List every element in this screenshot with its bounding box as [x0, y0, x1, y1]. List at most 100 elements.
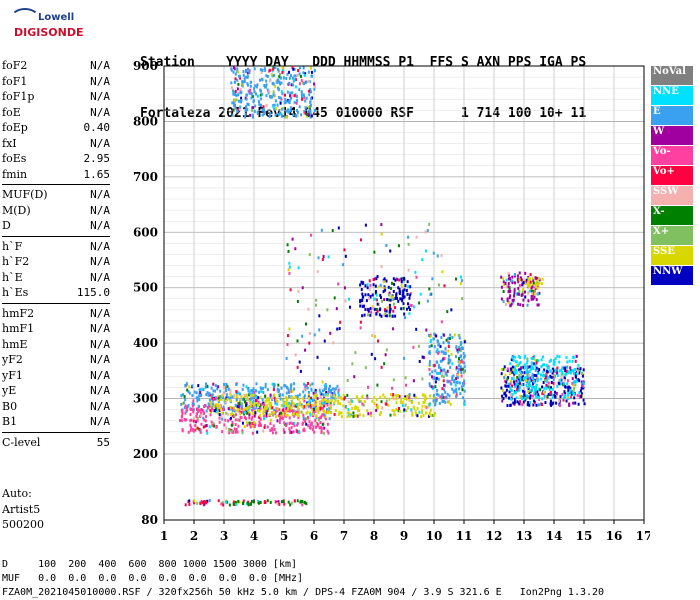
echo-point: [572, 381, 575, 385]
autoscaling-info: Auto: Artist5 500200: [2, 486, 44, 533]
echo-point: [358, 413, 361, 417]
echo-point: [216, 387, 219, 391]
echo-point: [411, 400, 414, 404]
echo-point: [237, 93, 240, 97]
echo-point: [234, 77, 237, 81]
echo-point: [341, 397, 344, 401]
echo-point: [238, 408, 241, 412]
echo-point: [293, 78, 296, 82]
echo-point: [281, 92, 284, 96]
echo-point: [513, 272, 516, 276]
echo-point: [263, 402, 266, 406]
param-row: yE N/A: [2, 383, 110, 399]
echo-point: [462, 396, 465, 400]
echo-point: [272, 105, 275, 109]
echo-point: [236, 407, 239, 411]
echo-point: [342, 393, 345, 397]
echo-point: [522, 365, 525, 369]
echo-point: [279, 101, 282, 105]
echo-point: [307, 393, 310, 397]
echo-point: [447, 336, 450, 340]
echo-point: [440, 396, 443, 400]
legend-item: X-: [651, 206, 693, 225]
echo-point: [199, 391, 202, 395]
echo-point: [274, 415, 277, 419]
echo-point: [184, 411, 187, 415]
echo-point: [327, 388, 330, 392]
echo-point: [376, 302, 379, 306]
echo-point: [224, 500, 227, 504]
echo-point: [235, 428, 238, 432]
echo-point: [458, 345, 461, 349]
echo-point: [534, 394, 537, 398]
echo-point: [187, 390, 190, 394]
echo-point: [376, 383, 379, 387]
echo-point: [318, 426, 321, 430]
echo-point: [507, 277, 510, 281]
echo-point: [367, 412, 370, 416]
echo-point: [270, 401, 273, 405]
echo-point: [292, 83, 295, 87]
echo-point: [433, 413, 436, 417]
echo-point: [288, 271, 291, 275]
echo-point: [386, 297, 389, 301]
echo-point: [179, 419, 182, 423]
echo-point: [375, 298, 378, 302]
echo-point: [275, 398, 278, 402]
echo-point: [248, 69, 251, 73]
echo-point: [285, 115, 288, 119]
echo-point: [526, 357, 529, 361]
echo-point: [250, 422, 253, 426]
echo-point: [275, 409, 278, 413]
echo-point: [532, 381, 535, 385]
echo-point: [280, 112, 283, 116]
echo-point: [556, 384, 559, 388]
echo-point: [330, 399, 333, 403]
echo-point: [391, 395, 394, 399]
echo-point: [517, 302, 520, 306]
echo-point: [244, 409, 247, 413]
echo-point: [395, 397, 398, 401]
echo-point: [506, 367, 509, 371]
echo-point: [428, 382, 431, 386]
echo-point: [236, 109, 239, 113]
echo-point: [518, 271, 521, 275]
echo-point: [185, 418, 188, 422]
echo-point: [525, 370, 528, 374]
echo-point: [265, 103, 268, 107]
echo-point: [278, 80, 281, 84]
echo-point: [374, 357, 377, 361]
echo-point: [251, 415, 254, 419]
echo-point: [259, 417, 262, 421]
echo-point: [305, 384, 308, 388]
echo-point: [402, 302, 405, 306]
echo-point: [424, 230, 427, 234]
echo-point: [440, 374, 443, 378]
echo-point: [246, 108, 249, 112]
echo-point: [348, 411, 351, 415]
echo-point: [267, 69, 270, 73]
echo-point: [251, 408, 254, 412]
echo-point: [291, 94, 294, 98]
echo-point: [385, 402, 388, 406]
echo-point: [563, 393, 566, 397]
echo-point: [306, 386, 309, 390]
echo-point: [244, 75, 247, 79]
echo-point: [202, 416, 205, 420]
echo-point: [263, 425, 266, 429]
echo-point: [181, 411, 184, 415]
echo-point: [396, 277, 399, 281]
echo-point: [212, 404, 215, 408]
legend-item: SSW: [651, 186, 693, 205]
echo-point: [538, 276, 541, 280]
echo-point: [204, 424, 207, 428]
echo-point: [297, 410, 300, 414]
echo-point: [570, 395, 573, 399]
echo-point: [517, 384, 520, 388]
echo-point: [229, 399, 232, 403]
echo-point: [459, 367, 462, 371]
echo-point: [581, 374, 584, 378]
echo-point: [212, 389, 215, 393]
echo-point: [304, 348, 307, 352]
echo-point: [282, 408, 285, 412]
